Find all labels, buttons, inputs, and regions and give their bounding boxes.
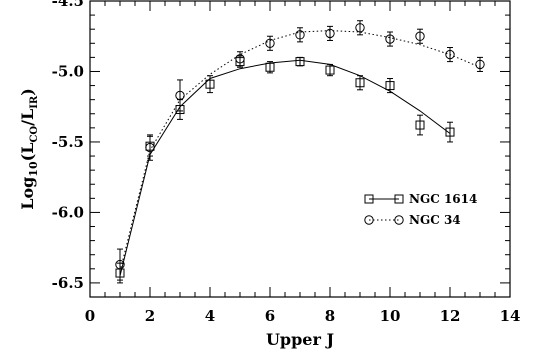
x-axis-title: Upper J [266, 330, 334, 349]
series-1-point-1 [115, 259, 125, 270]
y-tick-label-neg6p5: -6.5 [52, 274, 84, 292]
series-1-point-5 [235, 54, 245, 64]
x-tick-label-14: 14 [500, 307, 521, 325]
series-0-point-8 [325, 65, 335, 75]
series-1-line [119, 30, 481, 272]
series-1-point-12 [445, 49, 455, 60]
series-layer [115, 20, 485, 284]
legend-marker-ngc-1614-right [394, 194, 404, 204]
series-0-point-11 [415, 120, 425, 130]
y-tick-label-neg6: -6.0 [52, 203, 84, 221]
x-tick-label-0: 0 [85, 307, 95, 325]
y-axis-title-slash: /L [18, 109, 37, 126]
y-axis-title-den-sub: IR [29, 95, 40, 109]
series-0-point-9 [355, 78, 365, 88]
series-1-point-9 [355, 23, 365, 33]
series-0-point-10 [385, 81, 395, 91]
y-axis-title-prefix: Log [18, 177, 37, 210]
x-tick-label-6: 6 [265, 307, 275, 325]
series-1-point-2 [145, 142, 155, 153]
y-axis-tick-labels: -6.5 -6.0 -5.5 -5.0 -4.5 [52, 0, 84, 292]
series-1-point-8 [325, 28, 335, 39]
x-tick-label-4: 4 [205, 307, 215, 325]
series-0-point-4 [205, 79, 215, 89]
x-tick-label-12: 12 [440, 307, 461, 325]
series-0-point-7 [295, 57, 305, 67]
y-axis-title-open: (L [18, 143, 37, 162]
series-1-point-13 [475, 59, 485, 70]
series-0-point-6 [265, 62, 275, 72]
series-0-line [119, 59, 451, 277]
legend-marker-ngc-34-right [394, 215, 404, 225]
series-1-point-11 [415, 31, 425, 41]
y-tick-label-neg5: -5.0 [52, 62, 84, 80]
y-axis-title-num-sub: CO [29, 126, 40, 143]
x-tick-label-10: 10 [380, 307, 401, 325]
legend-label-ngc-1614: NGC 1614 [409, 192, 477, 206]
series-1-point-6 [265, 38, 275, 48]
series-1-point-10 [385, 34, 395, 44]
x-axis-ticks [89, 1, 511, 297]
legend: NGC 1614 NGC 34 [364, 192, 477, 227]
legend-marker-ngc-1614-left [364, 194, 374, 204]
legend-label-ngc-34: NGC 34 [409, 213, 461, 227]
y-axis-title: Log10(LCO/LIR) [18, 88, 40, 210]
x-tick-label-2: 2 [145, 307, 155, 325]
x-axis-tick-labels: 0 2 4 6 8 10 12 14 [85, 307, 521, 325]
y-axis-title-close: ) [18, 88, 37, 96]
y-tick-label-neg4p5: -4.5 [52, 0, 84, 10]
x-tick-label-8: 8 [325, 307, 335, 325]
series-0-point-12 [445, 127, 455, 137]
y-tick-label-neg5p5: -5.5 [52, 133, 84, 151]
legend-marker-ngc-34-left [364, 215, 374, 225]
y-axis-title-prefix-sub: 10 [27, 161, 40, 177]
series-1-group [115, 20, 485, 281]
series-1-point-7 [295, 30, 305, 40]
y-axis-ticks [90, 0, 510, 298]
series-1-point-3 [175, 90, 185, 101]
series-0-group [115, 55, 455, 284]
